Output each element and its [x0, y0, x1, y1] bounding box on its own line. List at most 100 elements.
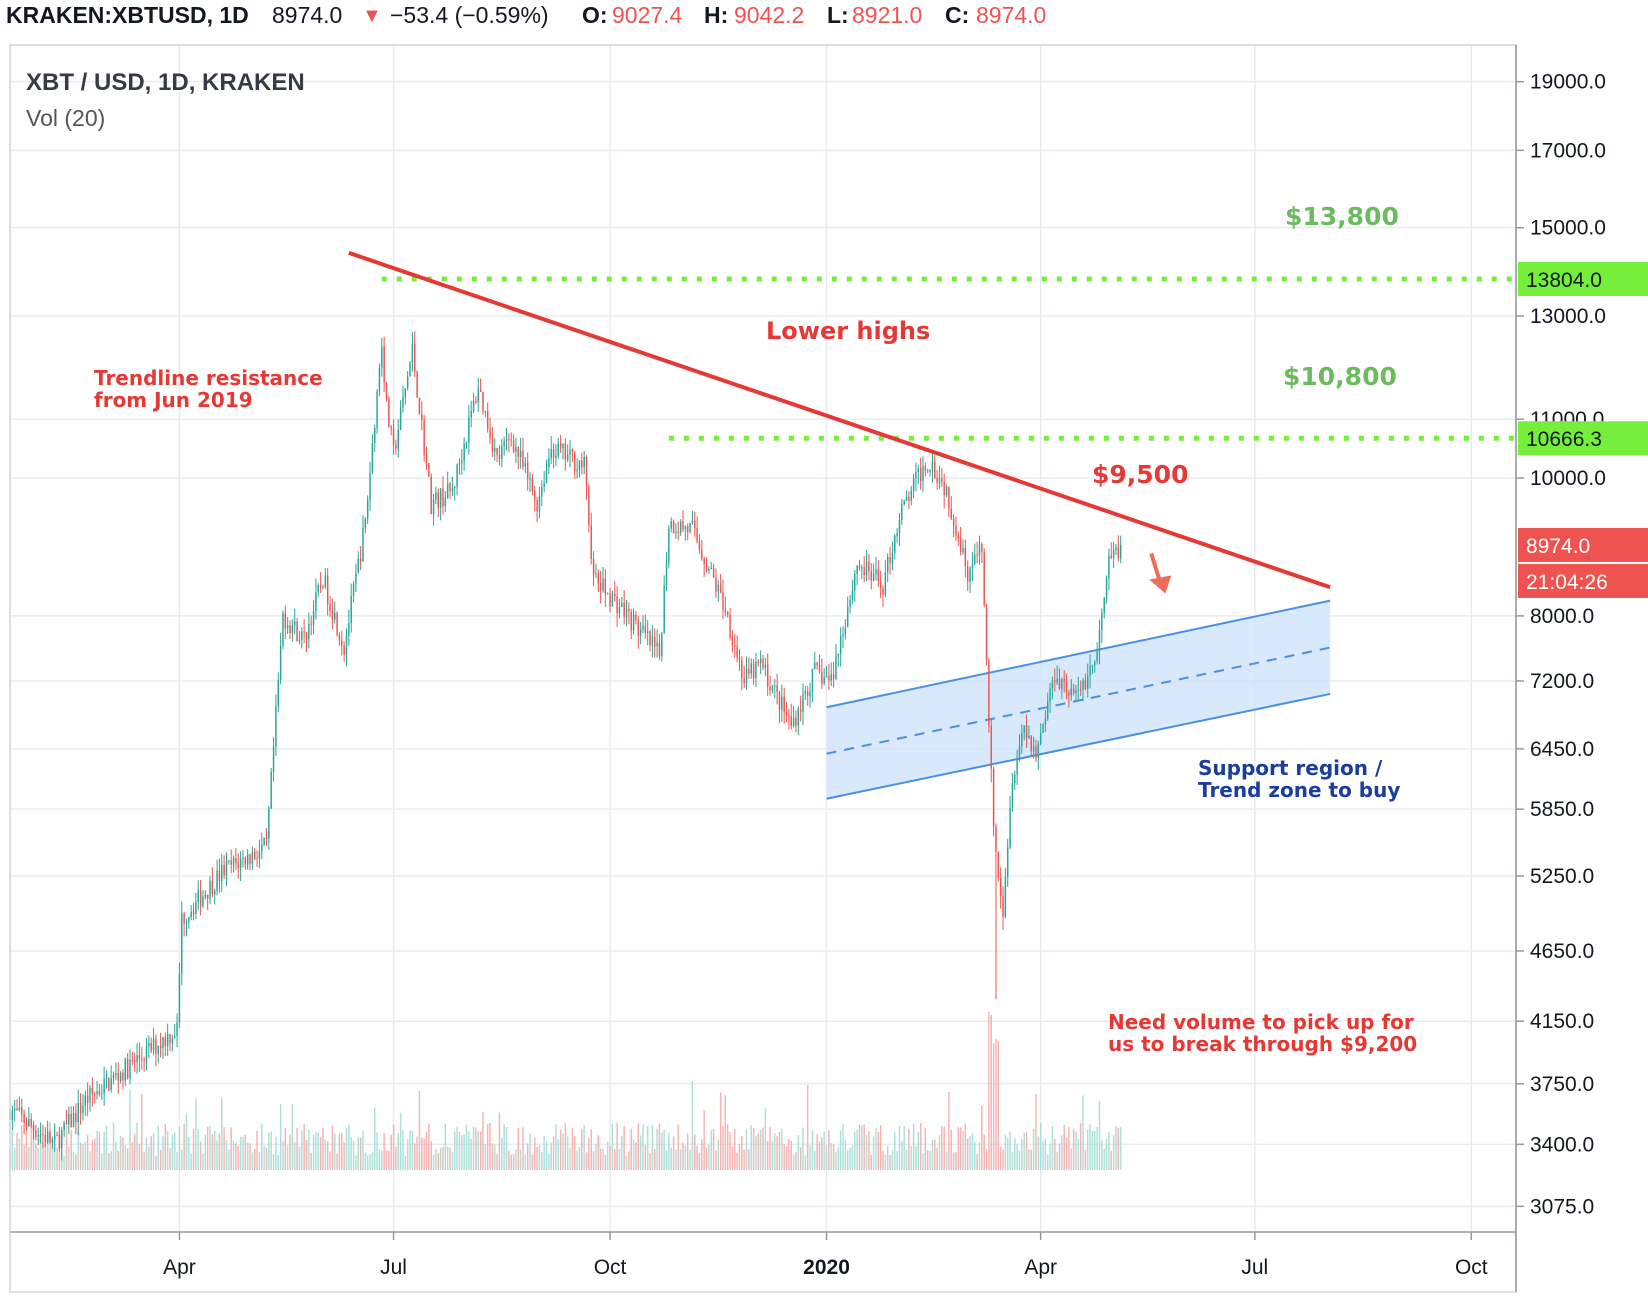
symbol-label[interactable]: KRAKEN:XBTUSD, 1D: [6, 2, 249, 28]
candle-body: [221, 864, 223, 881]
volume-bar: [218, 1133, 221, 1170]
candle-body: [879, 581, 882, 589]
volume-bar: [18, 1138, 21, 1170]
volume-bar: [371, 1151, 374, 1170]
volume-bar: [882, 1150, 884, 1170]
volume-bar: [357, 1137, 359, 1170]
candle-body: [1108, 555, 1110, 579]
volume-bar: [602, 1148, 604, 1170]
volume-bar: [552, 1136, 555, 1170]
candle-body: [53, 1135, 56, 1140]
volume-bar: [941, 1126, 943, 1170]
candle-body: [225, 861, 228, 875]
volume-bar: [830, 1143, 832, 1170]
time-tick-label: Apr: [163, 1256, 196, 1279]
volume-bar: [444, 1123, 447, 1170]
volume-bar: [1056, 1152, 1058, 1170]
candle-body: [173, 1036, 176, 1038]
candle-body: [734, 645, 736, 647]
volume-bar: [891, 1150, 894, 1170]
volume-bar: [656, 1128, 658, 1170]
volume-bar: [505, 1127, 508, 1170]
volume-bar: [734, 1128, 736, 1170]
candle-body: [42, 1134, 44, 1136]
candle-body: [1063, 678, 1065, 683]
volume-bar: [253, 1149, 256, 1170]
candle-body: [990, 725, 992, 769]
candle-body: [46, 1132, 49, 1143]
time-axis[interactable]: Apr Jul Oct 2020 Apr Jul Oct: [163, 1232, 1488, 1279]
candle-body: [463, 443, 465, 461]
volume-bar: [286, 1145, 289, 1170]
countdown-badge: [1518, 563, 1648, 598]
candle-body: [65, 1122, 68, 1125]
candle-body: [623, 602, 625, 617]
candle-body: [303, 631, 305, 633]
volume-bar: [101, 1153, 103, 1170]
candle-body: [169, 1034, 171, 1043]
candle-body: [581, 460, 583, 468]
volume-bar: [355, 1155, 357, 1170]
candle-body: [886, 557, 889, 573]
volume-bar: [105, 1125, 108, 1170]
price-tick-label: 6450.0: [1530, 738, 1594, 761]
volume-bar: [861, 1125, 863, 1170]
candle-body: [51, 1139, 54, 1143]
volume-bar: [291, 1103, 294, 1170]
volume-bar: [844, 1139, 847, 1170]
volume-bar: [1101, 1140, 1103, 1170]
candle-body: [785, 711, 788, 716]
volume-bar: [338, 1133, 341, 1170]
volume-bar: [225, 1140, 228, 1170]
volume-bar: [329, 1151, 331, 1170]
volume-bar: [908, 1128, 910, 1170]
candle-body: [651, 636, 654, 646]
candle-body: [322, 586, 324, 588]
volume-bar: [992, 1043, 995, 1170]
volume-bar: [922, 1153, 924, 1170]
volume-bar: [228, 1149, 230, 1170]
candle-body: [315, 592, 317, 612]
candle-body: [771, 686, 774, 691]
candle-body: [1023, 725, 1025, 733]
legend-volume[interactable]: Vol (20): [26, 105, 105, 131]
candle-body: [279, 646, 282, 680]
volume-bar: [515, 1148, 517, 1170]
volume-bar: [51, 1136, 54, 1170]
time-tick-label: Oct: [1455, 1256, 1488, 1279]
volume-bar: [484, 1144, 487, 1170]
candle-body: [397, 429, 399, 449]
volume-bar: [675, 1149, 677, 1170]
volume-bar: [364, 1153, 367, 1170]
candle-body: [938, 478, 941, 484]
volume-bar: [141, 1093, 143, 1170]
candle-body: [1068, 691, 1070, 696]
last-price: 8974.0: [272, 2, 343, 28]
candle-body: [821, 671, 823, 684]
candle-body: [32, 1125, 35, 1131]
volume-bar: [710, 1130, 712, 1170]
volume-bar: [1009, 1131, 1011, 1170]
volume-bar: [341, 1133, 343, 1170]
volume-bar: [11, 1130, 14, 1170]
candle-body: [717, 584, 720, 592]
volume-bar: [108, 1152, 110, 1170]
volume-bar: [352, 1141, 355, 1170]
candle-body: [658, 642, 661, 657]
volume-bar: [289, 1134, 291, 1170]
volume-bar: [1049, 1143, 1051, 1170]
candle-body: [341, 640, 343, 646]
time-tick-label: Jul: [1241, 1256, 1268, 1279]
candle-body: [689, 523, 691, 532]
volume-bar: [538, 1145, 541, 1170]
candle-body: [999, 877, 1002, 897]
volume-bar: [635, 1142, 637, 1170]
volume-bar: [757, 1133, 760, 1170]
candle-body: [574, 452, 576, 472]
volume-bar: [625, 1155, 628, 1170]
candle-body: [915, 472, 917, 479]
volume-bar: [795, 1152, 797, 1170]
legend-title[interactable]: XBT / USD, 1D, KRAKEN: [26, 69, 305, 96]
price-axis[interactable]: 19000.017000.015000.013000.011000.010000…: [1516, 71, 1606, 1219]
